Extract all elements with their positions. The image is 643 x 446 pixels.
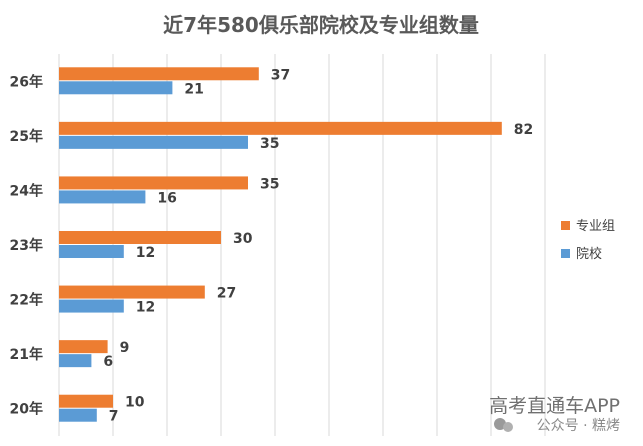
category-tick-label: 25年 xyxy=(10,128,43,145)
data-label: 21 xyxy=(184,81,203,97)
data-label: 30 xyxy=(233,231,253,247)
data-label: 35 xyxy=(260,136,279,152)
data-label: 7 xyxy=(109,409,119,425)
data-label: 82 xyxy=(514,122,533,138)
legend-swatch xyxy=(561,249,570,258)
bar-major-group xyxy=(59,176,248,190)
bar-major-group xyxy=(59,394,113,408)
category-tick-label: 21年 xyxy=(10,346,43,363)
bar-school xyxy=(59,299,124,313)
watermark-app-name: 高考直通车APP xyxy=(489,395,620,417)
wechat-icon xyxy=(494,418,513,432)
grid-lines xyxy=(58,54,546,436)
watermark: 高考直通车APP 公众号 · 糕烤 xyxy=(489,395,620,434)
data-label: 12 xyxy=(136,300,155,316)
data-label: 12 xyxy=(136,245,155,261)
category-tick-label: 26年 xyxy=(10,73,43,90)
bar-school xyxy=(59,135,248,149)
bars: 37 21 82 35 35 16 30 12 27 12 96 10 7 xyxy=(59,67,533,425)
legend-label: 专业组 xyxy=(576,219,615,234)
bar-school xyxy=(59,81,173,95)
data-label: 35 xyxy=(260,176,279,192)
category-tick-label: 24年 xyxy=(10,182,43,199)
data-label: 27 xyxy=(217,286,236,302)
bar-school xyxy=(59,354,92,368)
legend-swatch xyxy=(561,221,570,230)
bar-school xyxy=(59,245,124,258)
category-tick-labels: 26年 25年 24年 23年 22年 21年 20年 xyxy=(10,73,43,417)
category-tick-label: 23年 xyxy=(10,237,43,254)
data-label: 10 xyxy=(125,395,145,411)
bar-school xyxy=(59,408,97,422)
bar-major-group xyxy=(59,285,205,299)
bar-major-group xyxy=(59,231,221,244)
bar-major-group xyxy=(59,67,259,81)
category-tick-label: 22年 xyxy=(10,292,43,309)
category-tick-label: 20年 xyxy=(10,401,43,418)
bar-school xyxy=(59,190,146,204)
data-label: 37 xyxy=(271,67,290,83)
data-label: 6 xyxy=(103,354,113,370)
watermark-account: 公众号 · 糕烤 xyxy=(537,418,620,434)
bar-major-group xyxy=(59,121,502,135)
legend-label: 院校 xyxy=(576,246,602,262)
chart-title: 近7年580俱乐部院校及专业组数量 xyxy=(163,13,479,37)
bar-major-group xyxy=(59,340,108,354)
data-label: 9 xyxy=(120,340,130,356)
data-label: 16 xyxy=(157,190,176,206)
